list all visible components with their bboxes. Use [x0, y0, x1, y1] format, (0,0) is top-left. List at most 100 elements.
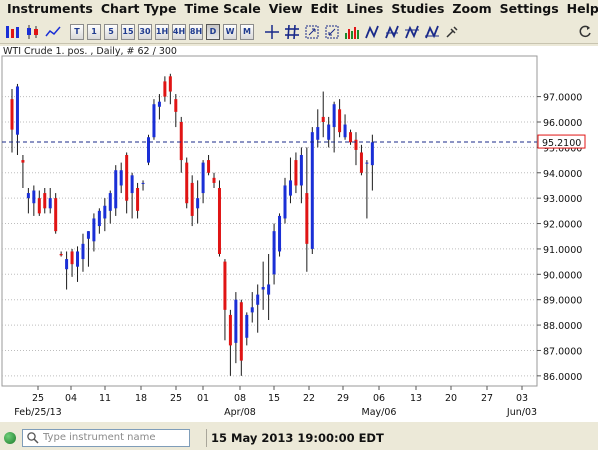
chart-title: WTI Crude 1. pos. , Daily, # 62 / 300: [3, 46, 177, 57]
timeframe-button-5[interactable]: 5: [104, 23, 118, 40]
y-tick-label: 94.0000: [543, 169, 582, 180]
candle-body: [321, 116, 325, 122]
menu-item-view[interactable]: View: [268, 1, 303, 16]
candle-body: [92, 218, 96, 242]
menu-item-chart-type[interactable]: Chart Type: [100, 1, 177, 16]
timeframe-button-8h[interactable]: 8H: [189, 23, 203, 40]
line-chart-icon[interactable]: [44, 23, 62, 41]
candle-body: [125, 155, 129, 201]
crosshair-icon[interactable]: [263, 23, 281, 41]
timeframe-button-t[interactable]: T: [70, 23, 84, 40]
y-tick-label: 92.0000: [543, 220, 582, 231]
timeframe-button-15[interactable]: 15: [121, 23, 135, 40]
candle-body: [108, 193, 112, 211]
instruments-icon[interactable]: [4, 23, 22, 41]
timeframe-group: T 1 5 15 30 1H 4H 8H D W M: [70, 23, 257, 40]
instrument-search[interactable]: [22, 428, 190, 447]
x-tick-label: 15: [268, 393, 280, 404]
x-tick-label: 25: [170, 393, 182, 404]
x-tick-label: 27: [481, 393, 493, 404]
candle-body: [119, 170, 123, 186]
candle-body: [76, 251, 80, 267]
candle-body: [359, 152, 363, 173]
current-price-tag: [537, 134, 586, 149]
candle-body: [332, 104, 336, 128]
x-tick-label: 20: [445, 393, 457, 404]
zoom-out-icon[interactable]: [323, 23, 341, 41]
datetime-display: 15 May 2013 19:00:00 EDT: [211, 430, 384, 445]
x-tick-label: 03: [516, 393, 528, 404]
candle-body: [190, 182, 194, 216]
search-input[interactable]: [43, 429, 188, 446]
volume-bars-icon[interactable]: [343, 23, 361, 41]
menu-item-help[interactable]: Help: [566, 1, 598, 16]
candle-body: [310, 132, 314, 249]
candle-body: [32, 190, 36, 204]
candle-body: [267, 284, 271, 295]
grid-icon[interactable]: [283, 23, 301, 41]
timeframe-button-w[interactable]: W: [223, 23, 237, 40]
chart-area[interactable]: 97.0000 96.0000 95.0000 94.0000 93.0000 92.00…: [0, 46, 598, 422]
pointer-tool-icon[interactable]: [443, 23, 461, 41]
menu-item-time-scale[interactable]: Time Scale: [184, 1, 261, 16]
menu-item-instruments[interactable]: Instruments: [7, 1, 93, 16]
timeframe-button-m[interactable]: M: [240, 23, 254, 40]
trend-line-icon[interactable]: [363, 23, 381, 41]
candle-chart-icon[interactable]: [24, 23, 42, 41]
candle-body: [228, 314, 232, 346]
x-tick-label: 06: [373, 393, 385, 404]
candle-body: [207, 160, 211, 173]
candle-body: [212, 177, 216, 183]
menu-bar: Instruments Chart Type Time Scale View Edit L…: [0, 0, 598, 18]
candle-body: [294, 160, 298, 186]
y-tick-label: 97.0000: [543, 93, 582, 104]
y-tick-label: 96.0000: [543, 118, 582, 129]
wave-icon[interactable]: [423, 23, 441, 41]
candle-body: [54, 198, 58, 232]
timeframe-button-1h[interactable]: 1H: [155, 23, 169, 40]
candle-body: [256, 294, 260, 305]
refresh-icon[interactable]: [576, 23, 594, 41]
candle-body: [81, 243, 85, 260]
candle-body: [234, 299, 238, 343]
menu-item-settings[interactable]: Settings: [499, 1, 559, 16]
candle-body: [15, 86, 19, 135]
x-tick-label: 04: [65, 393, 77, 404]
timeframe-button-d[interactable]: D: [206, 23, 220, 40]
menu-item-zoom[interactable]: Zoom: [452, 1, 492, 16]
candle-body: [316, 127, 320, 140]
candle-body: [338, 109, 342, 133]
candle-body: [179, 122, 183, 161]
candle-body: [65, 259, 69, 270]
y-tick-label: 93.0000: [543, 194, 582, 205]
candle-body: [37, 198, 41, 214]
candle-body: [174, 99, 178, 112]
candle-body: [245, 314, 249, 338]
timeframe-button-1[interactable]: 1: [87, 23, 101, 40]
y-tick-label: 88.0000: [543, 321, 582, 332]
timeframe-button-4h[interactable]: 4H: [172, 23, 186, 40]
y-tick-label: 89.0000: [543, 296, 582, 307]
x-secondary-label: Feb/25/13: [14, 407, 61, 418]
fibonacci-icon[interactable]: [403, 23, 421, 41]
menu-item-lines[interactable]: Lines: [346, 1, 384, 16]
candle-body: [185, 162, 189, 204]
x-tick-label: 29: [337, 393, 349, 404]
candle-body: [196, 198, 200, 209]
candle-body: [168, 76, 172, 92]
candle-body: [272, 231, 276, 275]
channel-line-icon[interactable]: [383, 23, 401, 41]
candle-body: [365, 162, 369, 164]
candle-body: [10, 99, 14, 130]
candle-body: [223, 261, 227, 310]
candle-body: [21, 160, 25, 163]
candle-body: [48, 198, 52, 209]
status-bar: 15 May 2013 19:00:00 EDT: [0, 425, 598, 450]
zoom-in-icon[interactable]: [303, 23, 321, 41]
menu-item-edit[interactable]: Edit: [310, 1, 339, 16]
connection-status-icon: [4, 431, 16, 444]
price-chart[interactable]: 97.0000 96.0000 95.0000 94.0000 93.0000 92.00…: [0, 46, 598, 422]
candle-body: [70, 251, 74, 265]
menu-item-studies[interactable]: Studies: [391, 1, 445, 16]
timeframe-button-30[interactable]: 30: [138, 23, 152, 40]
